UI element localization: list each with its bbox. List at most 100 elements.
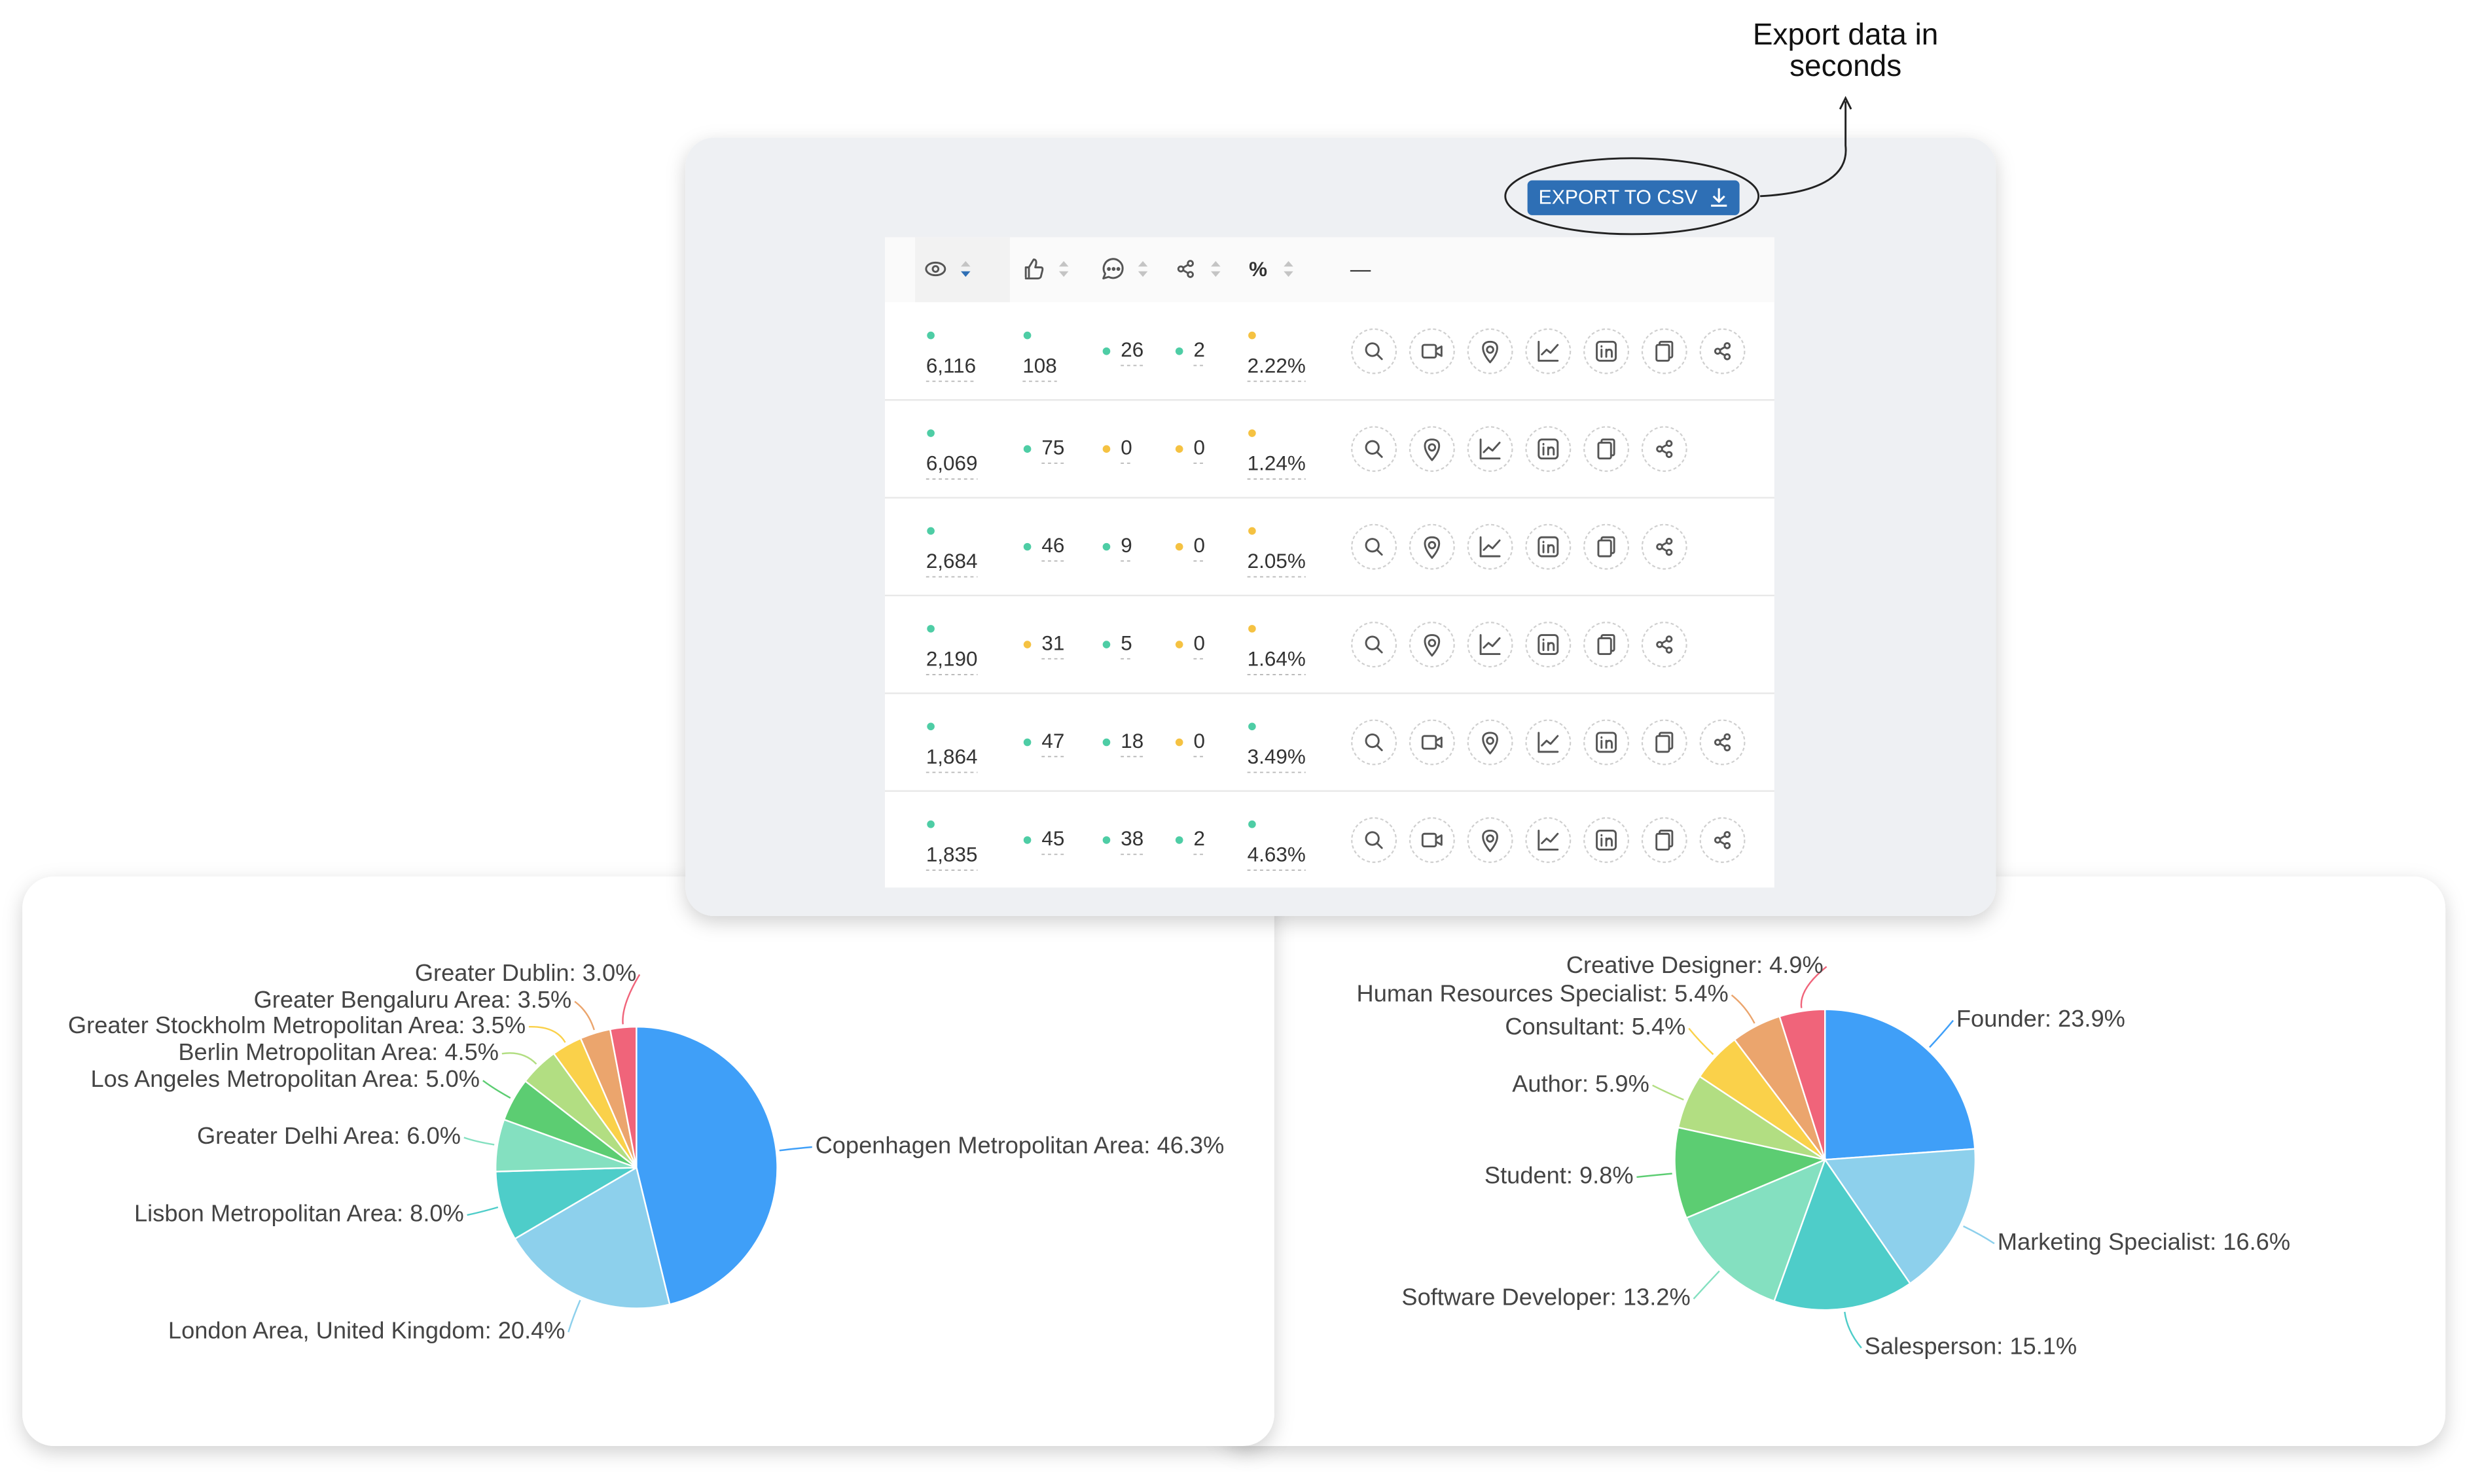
share-icon	[1714, 831, 1731, 849]
cell-value: 0	[1121, 436, 1132, 459]
action-button[interactable]	[1641, 622, 1687, 667]
action-button[interactable]	[1409, 622, 1455, 667]
pin-action[interactable]	[1424, 634, 1441, 657]
pin-action[interactable]	[1424, 438, 1441, 461]
action-button[interactable]	[1351, 426, 1397, 472]
action-button[interactable]	[1409, 817, 1455, 863]
action-button[interactable]	[1467, 328, 1513, 374]
share-node	[1656, 641, 1663, 648]
video-action[interactable]	[1421, 832, 1443, 848]
action-button[interactable]	[1467, 719, 1513, 766]
linkedin-action[interactable]	[1596, 732, 1617, 753]
copy-action[interactable]	[1655, 732, 1674, 753]
copy-action[interactable]	[1655, 340, 1674, 362]
trend	[1541, 344, 1559, 356]
annotation-arrow	[1760, 96, 1852, 198]
pin-action[interactable]	[1482, 829, 1498, 853]
pin-action[interactable]	[1482, 340, 1498, 364]
chart-action[interactable]	[1479, 438, 1501, 460]
export-button-label[interactable]: EXPORT TO CSV	[1539, 186, 1699, 208]
sort-down	[1284, 271, 1293, 277]
slice-label: Student: 9.8%	[1484, 1162, 1634, 1189]
share-action[interactable]	[1714, 831, 1731, 849]
linkedin-action[interactable]	[1596, 829, 1617, 851]
share-node	[1665, 440, 1673, 448]
action-button[interactable]	[1699, 328, 1746, 374]
chart-action[interactable]	[1538, 732, 1559, 753]
status-dot	[1248, 722, 1256, 731]
action-button[interactable]	[1467, 817, 1513, 863]
cell-value: 1.64%	[1248, 648, 1306, 671]
share-action[interactable]	[1714, 342, 1731, 361]
search-action[interactable]	[1365, 733, 1383, 752]
copy-action[interactable]	[1597, 438, 1615, 460]
chart-action[interactable]	[1538, 829, 1559, 851]
status-dot	[1175, 836, 1183, 844]
video-action[interactable]	[1421, 344, 1443, 359]
leader-line	[1693, 1270, 1720, 1299]
axes	[1538, 340, 1559, 362]
header-actions: —	[1350, 258, 1371, 281]
leader-line	[1652, 1084, 1684, 1101]
status-dot	[1102, 445, 1111, 453]
search-action[interactable]	[1365, 342, 1383, 361]
pin-hole	[1486, 345, 1494, 354]
camera	[1421, 344, 1437, 359]
search-action[interactable]	[1365, 831, 1383, 849]
linkedin-action[interactable]	[1596, 340, 1617, 362]
thumb	[1024, 258, 1044, 280]
pin-hole	[1428, 443, 1437, 452]
cell-value: 46	[1041, 534, 1064, 557]
pin-action[interactable]	[1424, 536, 1441, 559]
search-action[interactable]	[1365, 440, 1383, 458]
slice-label: Author: 5.9%	[1512, 1070, 1649, 1097]
export-button[interactable]	[1527, 180, 1740, 215]
action-button[interactable]	[1641, 426, 1687, 472]
share-action[interactable]	[1714, 733, 1731, 752]
action-button[interactable]	[1699, 817, 1746, 863]
action-button[interactable]	[1351, 523, 1397, 570]
share-action[interactable]	[1656, 537, 1673, 556]
action-button[interactable]	[1351, 817, 1397, 863]
action-button[interactable]	[1409, 426, 1455, 472]
linkedin-action[interactable]	[1538, 438, 1559, 460]
action-button[interactable]	[1409, 523, 1455, 570]
slice-label: Copenhagen Metropolitan Area: 46.3%	[816, 1132, 1225, 1159]
action-button[interactable]	[1351, 622, 1397, 667]
axes	[1479, 438, 1501, 460]
share-action[interactable]	[1656, 635, 1673, 654]
action-button[interactable]	[1351, 328, 1397, 374]
slice-label: Marketing Specialist: 16.6%	[1998, 1228, 2290, 1255]
action-button[interactable]	[1641, 523, 1687, 570]
action-button[interactable]	[1409, 719, 1455, 766]
cell-value: 26	[1121, 338, 1143, 361]
copy-action[interactable]	[1655, 829, 1674, 851]
action-button[interactable]	[1409, 328, 1455, 374]
status-dot	[1023, 836, 1032, 844]
search-action[interactable]	[1365, 635, 1383, 654]
header-percent: %	[1249, 258, 1267, 281]
share-action[interactable]	[1656, 440, 1673, 458]
status-dot	[927, 331, 935, 340]
pie-slice	[1772, 1157, 1911, 1311]
linkedin-action[interactable]	[1538, 634, 1559, 656]
chart-action[interactable]	[1538, 340, 1559, 362]
pin-action[interactable]	[1482, 732, 1498, 754]
chart-action[interactable]	[1479, 536, 1501, 557]
cell-value: 45	[1041, 827, 1064, 850]
video-action[interactable]	[1421, 735, 1443, 750]
table-content: % — 6,116 108 26 2 2.22% 6,069 75 0 0 1.24% 2,684 46 9…	[884, 258, 1774, 871]
action-button[interactable]	[1699, 719, 1746, 766]
handle	[1376, 549, 1383, 556]
sort-up	[961, 260, 971, 267]
slice-label: Greater Dublin: 3.0%	[415, 959, 637, 986]
front	[1655, 344, 1670, 362]
action-button[interactable]	[1351, 719, 1397, 766]
linkedin-action[interactable]	[1538, 536, 1559, 557]
copy-action[interactable]	[1597, 634, 1615, 656]
search-action[interactable]	[1365, 538, 1383, 556]
share-icon	[1714, 733, 1731, 752]
chart-action[interactable]	[1479, 634, 1501, 656]
copy-action[interactable]	[1597, 536, 1615, 557]
